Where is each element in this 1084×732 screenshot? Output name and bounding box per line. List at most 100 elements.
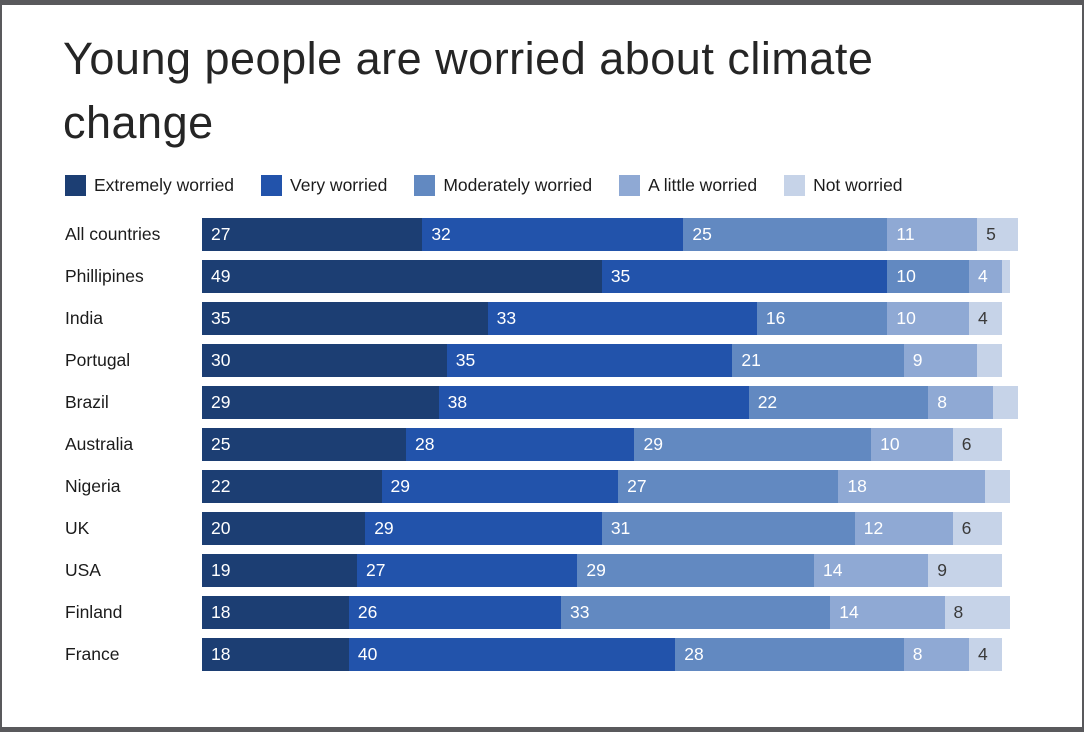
row-label: UK [65, 517, 90, 538]
bar-segment: 29 [381, 469, 619, 503]
legend-item: Moderately worried [414, 174, 592, 196]
bar-segment: 29 [634, 427, 872, 461]
segment-value: 25 [692, 223, 712, 244]
bar-segment: 6 [952, 511, 1002, 545]
segment-value: 33 [570, 601, 590, 622]
bar-segment: 5 [977, 217, 1018, 251]
stacked-bar-chart: All countries 27 32 25 11 5 Phillipines 49 35 10 4… [2, 217, 1082, 671]
chart-row: USA 19 27 29 14 9 [2, 553, 1082, 587]
bar-area: 18 26 33 14 8 [202, 595, 1018, 629]
segment-value: 8 [937, 391, 947, 412]
segment-value: 12 [863, 517, 884, 538]
bar-area: 20 29 31 12 6 [202, 511, 1018, 545]
bar-segment: 31 [601, 511, 855, 545]
bar-segment: 27 [618, 469, 839, 503]
bar-segment: 9 [928, 553, 1002, 587]
segment-value: 32 [431, 223, 451, 244]
segment-value: 27 [627, 475, 647, 496]
segment-value: 10 [880, 433, 900, 454]
row-label: Nigeria [65, 475, 121, 496]
chart-row: Finland 18 26 33 14 8 [2, 595, 1082, 629]
bar-segment: 49 [202, 259, 602, 293]
bar-segment: 29 [365, 511, 602, 545]
bar-segment: 28 [406, 427, 635, 461]
bar-area: 35 33 16 10 4 [202, 301, 1018, 335]
row-label: Portugal [65, 349, 131, 370]
chart-row: India 35 33 16 10 4 [2, 301, 1082, 335]
segment-value: 38 [447, 391, 468, 412]
row-label: Finland [65, 601, 123, 622]
bar-segment: 30 [202, 343, 447, 377]
segment-value: 6 [961, 517, 972, 538]
bar-segment: 10 [887, 259, 970, 293]
bar-area: 25 28 29 10 6 [202, 427, 1018, 461]
bar-segment: 8 [944, 595, 1010, 629]
segment-value: 14 [822, 559, 843, 580]
chart-row: Nigeria 22 29 27 18 [2, 469, 1082, 503]
segment-value: 22 [757, 391, 778, 412]
bar-segment: 27 [202, 217, 423, 251]
bar-segment: 19 [202, 553, 358, 587]
segment-value: 35 [610, 265, 631, 286]
bar-segment [977, 343, 1002, 377]
bar-segment: 8 [928, 385, 994, 419]
legend-label: Very worried [290, 174, 388, 195]
bar-segment: 33 [487, 301, 757, 335]
legend-label: Not worried [813, 174, 903, 195]
segment-value: 29 [211, 391, 231, 412]
segment-value: 8 [912, 643, 923, 664]
bar-segment: 18 [838, 469, 986, 503]
segment-value: 28 [415, 433, 435, 454]
segment-value: 22 [211, 475, 231, 496]
segment-value: 10 [896, 265, 916, 286]
legend-swatch [619, 174, 641, 196]
segment-value: 8 [953, 601, 964, 622]
bar-segment: 28 [675, 637, 904, 671]
segment-value: 20 [211, 517, 231, 538]
legend: Extremely worried Very worried Moderately … [65, 174, 1082, 196]
bar-segment: 18 [202, 595, 349, 629]
segment-value: 25 [211, 433, 231, 454]
bar-segment: 14 [813, 553, 929, 587]
bar-area: 19 27 29 14 9 [202, 553, 1018, 587]
bar-segment: 4 [969, 259, 1002, 293]
segment-value: 10 [896, 307, 916, 328]
segment-value: 30 [211, 349, 231, 370]
bar-segment: 8 [903, 637, 969, 671]
row-label: USA [65, 559, 101, 580]
bar-segment: 18 [202, 637, 349, 671]
bar-segment: 33 [561, 595, 831, 629]
legend-item: Not worried [784, 174, 903, 196]
segment-value: 9 [912, 349, 923, 370]
row-label: India [65, 307, 103, 328]
bar-segment: 10 [871, 427, 953, 461]
bar-segment: 35 [446, 343, 733, 377]
segment-value: 9 [937, 559, 947, 580]
bar-segment: 4 [969, 637, 1002, 671]
segment-value: 4 [978, 643, 988, 664]
segment-value: 18 [211, 601, 231, 622]
segment-value: 28 [684, 643, 704, 664]
segment-value: 29 [374, 517, 394, 538]
segment-value: 4 [978, 307, 988, 328]
bar-segment: 25 [683, 217, 888, 251]
bar-segment: 21 [732, 343, 904, 377]
row-label: Phillipines [65, 265, 144, 286]
legend-swatch [784, 174, 806, 196]
segment-value: 18 [211, 643, 231, 664]
segment-value: 21 [741, 349, 761, 370]
bar-segment: 4 [969, 301, 1002, 335]
bar-segment: 35 [601, 259, 888, 293]
bar-segment: 14 [830, 595, 945, 629]
chart-row: UK 20 29 31 12 6 [2, 511, 1082, 545]
segment-value: 33 [496, 307, 517, 328]
bar-segment: 6 [952, 427, 1002, 461]
chart-row: Brazil 29 38 22 8 [2, 385, 1082, 419]
bar-segment [1001, 259, 1010, 293]
bar-segment: 38 [438, 385, 749, 419]
bar-area: 30 35 21 9 [202, 343, 1018, 377]
bar-area: 29 38 22 8 [202, 385, 1018, 419]
segment-value: 31 [610, 517, 631, 538]
segment-value: 29 [586, 559, 606, 580]
